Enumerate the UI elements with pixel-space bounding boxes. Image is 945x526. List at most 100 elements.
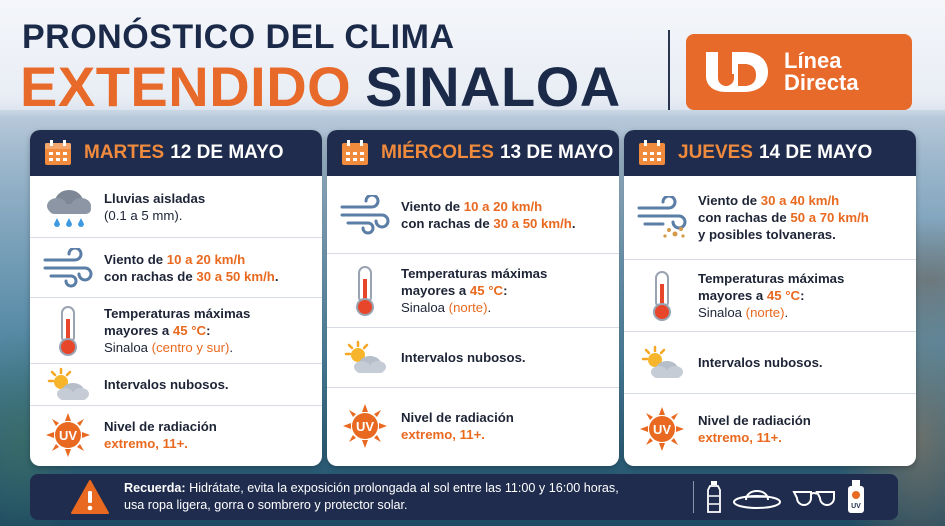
footer-divider (693, 481, 694, 513)
uv-value: extremo, 11+. (698, 430, 782, 445)
sunglasses-icon (792, 491, 835, 506)
forecast-row-clouds: Intervalos nubosos. (30, 364, 322, 406)
row-text: Sinaloa (104, 340, 152, 355)
gust-speed-value: 30 a 50 km/h (493, 215, 572, 231)
row-text: . (229, 340, 234, 355)
card-weekday: MARTES (84, 142, 165, 163)
row-text: Nivel de radiación (401, 410, 514, 425)
uv-label: UV (653, 422, 671, 437)
temperature-value: 45 °C (469, 283, 504, 298)
footer-text-line2: usa ropa ligera, gorra o sombrero y prot… (124, 498, 408, 512)
gust-speed-value: 50 a 70 km/h (790, 210, 869, 225)
forecast-row-temperature: Temperaturas máximas mayores a 45 °C: Sina… (327, 254, 619, 328)
thermometer-icon (59, 305, 77, 356)
row-text: Viento de (698, 193, 761, 208)
footer-label: Recuerda: (124, 481, 186, 495)
card-weekday: MIÉRCOLES (381, 142, 494, 163)
forecast-row-rain: Lluvias aisladas (0.1 a 5 mm). (30, 176, 322, 238)
title-region: SINALOA (365, 55, 621, 118)
forecast-card-miercoles: MIÉRCOLES 13 DE MAYO Viento de 10 a 20 km… (327, 130, 619, 466)
row-text: . (487, 300, 492, 315)
forecast-row-wind: Viento de 10 a 20 km/h con rachas de 30 a… (30, 238, 322, 298)
temperature-value: 45 °C (172, 323, 207, 338)
uv-value: extremo, 11+. (104, 436, 188, 451)
wind-speed-value: 30 a 40 km/h (760, 193, 840, 208)
title-line1: PRONÓSTICO DEL CLIMA (22, 18, 455, 56)
card-date: 13 DE MAYO (499, 142, 614, 163)
brand-logo-line2: Directa (784, 70, 859, 95)
wind-dust-icon (637, 195, 687, 238)
row-text: Lluvias aisladas (104, 190, 206, 206)
card-date: 12 DE MAYO (170, 142, 284, 163)
row-text: : (503, 283, 508, 298)
row-text: mayores a (698, 288, 767, 303)
forecast-row-uv: UV Nivel de radiación extremo, 11+. (327, 388, 619, 464)
wind-speed-value: 10 a 20 km/h (463, 198, 543, 214)
wind-icon (340, 194, 390, 234)
uv-sun-icon: UV (640, 407, 684, 451)
row-text: Viento de (401, 198, 464, 214)
row-text: con rachas de (698, 210, 791, 225)
row-text: Temperaturas máximas (104, 306, 251, 321)
row-text: Temperaturas máximas (698, 271, 845, 286)
region-value: (norte) (448, 300, 488, 315)
row-text: Viento de (104, 251, 167, 267)
sunscreen-label: UV (851, 503, 861, 510)
accessories: UV (706, 479, 866, 515)
header-divider (668, 30, 670, 110)
calendar-icon (45, 140, 71, 165)
row-text: con rachas de (401, 215, 494, 231)
row-text: Intervalos nubosos. (401, 350, 526, 365)
row-text: . (274, 268, 279, 284)
card-date: 14 DE MAYO (758, 142, 873, 163)
temperature-value: 45 °C (766, 288, 801, 303)
footer-text-line1: Hidrátate, evita la exposición prolongad… (185, 481, 619, 495)
footer-reminder: Recuerda: Hidrátate, evita la exposición… (30, 474, 898, 520)
partly-cloudy-icon (641, 345, 683, 378)
title-line2: EXTENDIDO SINALOA (20, 54, 621, 119)
row-text: Intervalos nubosos. (698, 355, 823, 370)
forecast-row-clouds: Intervalos nubosos. (624, 332, 916, 394)
card-header: MIÉRCOLES 13 DE MAYO (327, 130, 619, 176)
row-text: Intervalos nubosos. (104, 377, 229, 392)
gust-speed-value: 30 a 50 km/h (196, 268, 275, 284)
forecast-card-martes: MARTES 12 DE MAYO Lluvias aisladas (0.1 a … (30, 130, 322, 466)
uv-sun-icon: UV (343, 404, 387, 448)
forecast-card-jueves: JUEVES 14 DE MAYO Viento de 30 a 40 km/h c… (624, 130, 916, 466)
rain-cloud-icon (47, 189, 91, 227)
row-text: : (206, 323, 211, 338)
forecast-row-wind: Viento de 10 a 20 km/h con rachas de 30 a… (327, 176, 619, 254)
row-text: Sinaloa (401, 300, 449, 315)
uv-sun-icon: UV (46, 413, 90, 457)
card-header: JUEVES 14 DE MAYO (624, 130, 916, 176)
row-text: . (784, 305, 789, 320)
row-text: Nivel de radiación (104, 419, 217, 434)
brand-logo-mark-icon (706, 52, 768, 92)
row-text: Sinaloa (698, 305, 746, 320)
forecast-row-wind: Viento de 30 a 40 km/h con rachas de 50 a… (624, 176, 916, 260)
card-header: MARTES 12 DE MAYO (30, 130, 322, 176)
forecast-row-temperature: Temperaturas máximas mayores a 45 °C: Sina… (624, 260, 916, 332)
forecast-row-temperature: Temperaturas máximas mayores a 45 °C: Sina… (30, 298, 322, 364)
calendar-icon (639, 140, 665, 165)
row-text: y posibles tolvaneras. (698, 227, 836, 242)
thermometer-icon (356, 265, 374, 316)
uv-value: extremo, 11+. (401, 427, 485, 442)
partly-cloudy-icon (344, 340, 386, 373)
row-text: mayores a (401, 283, 470, 298)
title-extendido: EXTENDIDO (20, 55, 352, 118)
row-text: con rachas de (104, 268, 197, 284)
uv-label: UV (356, 419, 374, 434)
row-text: Nivel de radiación (698, 413, 811, 428)
row-text: . (571, 215, 576, 231)
wind-speed-value: 10 a 20 km/h (166, 251, 246, 267)
brand-logo-line1: Línea (784, 48, 842, 73)
wind-icon (43, 247, 93, 287)
region-value: (norte) (745, 305, 785, 320)
forecast-row-uv: UV Nivel de radiación extremo, 11+. (30, 406, 322, 464)
forecast-row-clouds: Intervalos nubosos. (327, 328, 619, 388)
forecast-row-uv: UV Nivel de radiación extremo, 11+. (624, 394, 916, 464)
row-subtext: (0.1 a 5 mm). (104, 207, 183, 223)
header: PRONÓSTICO DEL CLIMA EXTENDIDO SINALOA Lí… (0, 0, 945, 118)
brand-logo-text: Línea Directa (784, 50, 859, 94)
